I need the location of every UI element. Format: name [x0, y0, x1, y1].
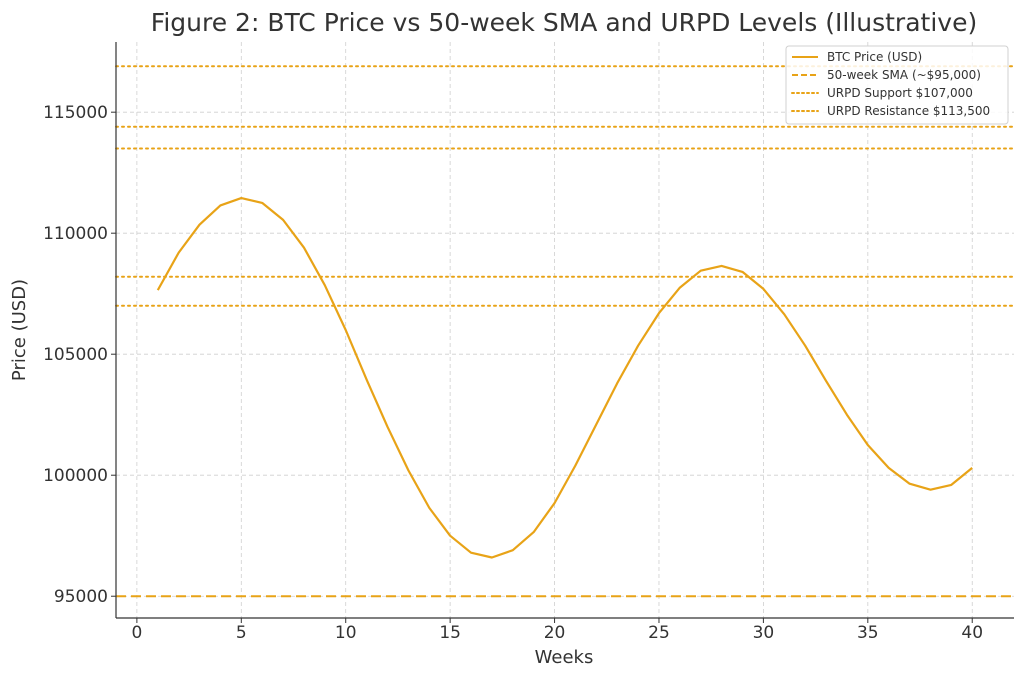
- y-axis-label: Price (USD): [9, 279, 30, 381]
- axes: [115, 42, 1014, 619]
- series-layer: [156, 197, 973, 559]
- x-tick-label: 40: [961, 623, 983, 643]
- tick-labels: 0 5 10 15 20 25 30 35 40 95000 100000 105000 110000 1…: [43, 103, 983, 643]
- legend-label: 50-week SMA (~$95,000): [827, 68, 981, 82]
- legend: BTC Price (USD) 50-week SMA (~$95,000) URP…: [785, 45, 1009, 125]
- legend-box: [785, 45, 1009, 125]
- y-tick-label: 100000: [43, 466, 108, 486]
- grid-lines: [116, 42, 1014, 618]
- y-tick-label: 105000: [43, 345, 108, 365]
- reference-lines: [115, 65, 1015, 598]
- legend-label: URPD Support $107,000: [827, 86, 973, 100]
- y-tick-label: 110000: [43, 224, 108, 244]
- chart-title: Figure 2: BTC Price vs 50-week SMA and U…: [151, 8, 977, 37]
- legend-label: URPD Resistance $113,500: [827, 104, 990, 118]
- y-tick-label: 95000: [54, 587, 108, 607]
- legend-label: BTC Price (USD): [827, 50, 922, 64]
- x-tick-label: 20: [544, 623, 566, 643]
- x-tick-label: 25: [648, 623, 670, 643]
- y-tick-label: 115000: [43, 103, 108, 123]
- x-tick-label: 5: [236, 623, 247, 643]
- price-line: [156, 197, 973, 559]
- x-tick-label: 10: [335, 623, 357, 643]
- x-tick-label: 35: [857, 623, 879, 643]
- x-axis-label: Weeks: [535, 647, 594, 668]
- x-tick-label: 30: [753, 623, 775, 643]
- x-tick-label: 15: [439, 623, 461, 643]
- x-tick-label: 0: [131, 623, 142, 643]
